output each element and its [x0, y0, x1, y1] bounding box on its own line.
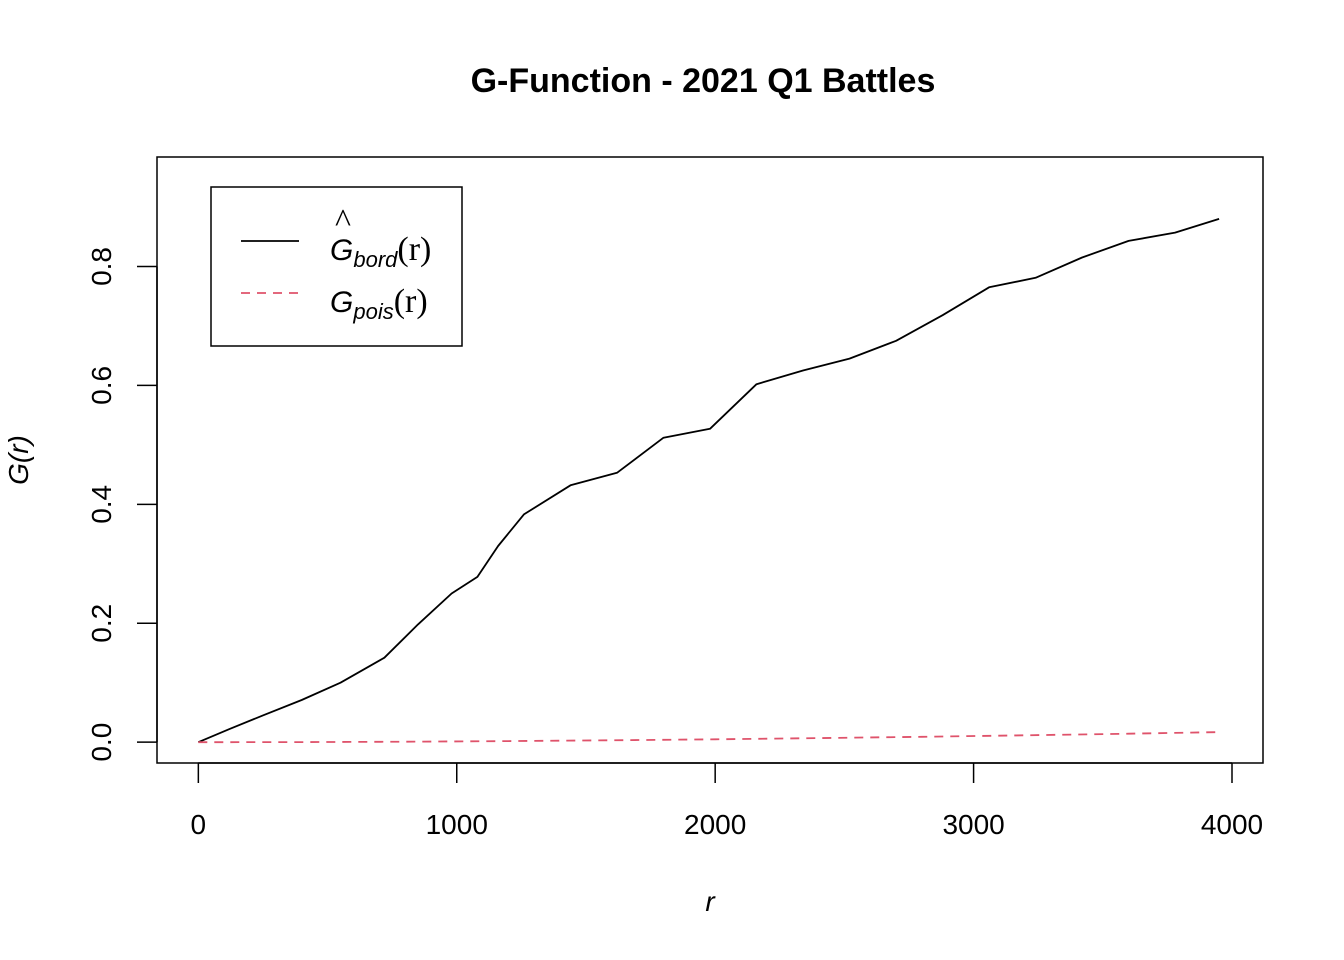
- x-tick-label: 1000: [426, 809, 488, 840]
- y-axis: 0.0 0.2 0.4 0.6 0.8: [86, 247, 158, 762]
- x-tick-label: 2000: [684, 809, 746, 840]
- legend-box: [210, 186, 463, 347]
- y-axis-label: G(r): [3, 435, 34, 485]
- series-line-pois: [198, 731, 1220, 744]
- y-tick-label: 0.0: [86, 723, 117, 762]
- x-tick-label: 3000: [942, 809, 1004, 840]
- x-tick-label: 4000: [1201, 809, 1263, 840]
- y-tick-label: 0.6: [86, 366, 117, 405]
- y-tick-label: 0.2: [86, 604, 117, 643]
- y-tick-label: 0.8: [86, 247, 117, 286]
- series-line-bord: [197, 218, 1220, 744]
- legend: ^Gbord(r) Gpois(r): [210, 186, 463, 347]
- series-layer: [197, 218, 1220, 744]
- x-axis: 0 1000 2000 3000 4000: [191, 762, 1263, 840]
- x-axis-label: r: [705, 886, 716, 917]
- x-tick-label: 0: [191, 809, 207, 840]
- legend-hat: ^: [335, 203, 351, 240]
- legend-label-bord: Gbord(r): [330, 231, 431, 272]
- y-tick-label: 0.4: [86, 485, 117, 524]
- chart-title: G-Function - 2021 Q1 Battles: [471, 62, 936, 100]
- legend-label-pois: Gpois(r): [330, 283, 428, 324]
